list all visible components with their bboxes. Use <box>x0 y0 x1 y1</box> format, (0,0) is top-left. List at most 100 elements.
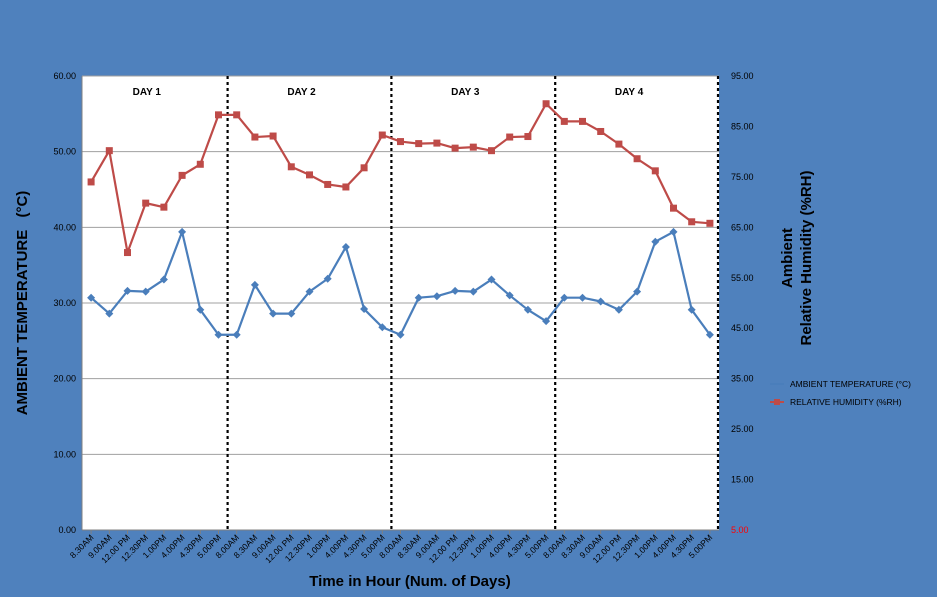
humidity-point <box>324 180 332 188</box>
right-tick-label: 45.00 <box>731 323 754 333</box>
temperature-point <box>250 280 259 289</box>
humidity-point <box>633 155 641 163</box>
legend-swatch-marker <box>774 399 780 405</box>
humidity-point <box>651 167 659 175</box>
right-y-axis: 5.00 15.00 25.00 35.00 45.00 55.00 65.00 75.00 8… <box>731 71 754 535</box>
humidity-point <box>160 203 168 211</box>
legend: AMBIENT TEMPERATURE (°C) RELATIVE HUMIDIT… <box>770 379 911 407</box>
temperature-point <box>178 227 187 236</box>
right-tick-label: 65.00 <box>731 222 754 232</box>
humidity-point <box>706 219 714 227</box>
day-label: DAY 1 <box>133 87 162 98</box>
humidity-point <box>105 147 113 155</box>
day-labels: DAY 1 DAY 2 DAY 3 DAY 4 <box>133 87 644 98</box>
right-tick-label: 35.00 <box>731 374 754 384</box>
humidity-point <box>360 164 368 172</box>
humidity-point <box>488 147 495 155</box>
temperature-point <box>432 292 441 301</box>
right-axis-title: Ambient Relative Humidity (%RH) <box>779 170 815 345</box>
temperature-point <box>214 330 223 339</box>
left-axis-title: AMBIENT TEMPERATURE (°C) <box>14 191 31 416</box>
temperature-point <box>542 317 551 326</box>
temperature-point <box>614 305 623 314</box>
temperature-point <box>396 330 405 339</box>
left-tick-label: 20.00 <box>53 374 76 384</box>
x-axis-title: Time in Hour (Num. of Days) <box>309 573 510 590</box>
humidity-point <box>378 131 386 139</box>
right-axis-title-line1: Ambient <box>779 228 796 288</box>
temperature-point <box>487 275 496 284</box>
day-dividers <box>226 76 720 530</box>
right-tick-label: 15.00 <box>731 475 754 485</box>
humidity-point <box>415 140 423 148</box>
humidity-point <box>433 139 441 147</box>
humidity-point <box>688 218 696 226</box>
humidity-point <box>269 132 277 140</box>
humidity-point <box>178 171 186 179</box>
right-axis-title-line2: Relative Humidity (%RH) <box>798 170 815 345</box>
humidity-point <box>87 178 95 186</box>
temperature-point <box>578 293 587 302</box>
humidity-point <box>397 138 404 146</box>
right-tick-label: 95.00 <box>731 71 754 81</box>
humidity-point <box>560 117 568 125</box>
temperature-point <box>669 227 678 236</box>
series <box>87 100 714 339</box>
left-tick-label: 40.00 <box>53 222 76 232</box>
temperature-point <box>232 330 241 339</box>
temperature-point <box>560 293 569 302</box>
right-tick-label: 75.00 <box>731 172 754 182</box>
temperature-point <box>305 287 314 296</box>
temperature-point <box>378 323 387 332</box>
humidity-point <box>306 171 313 179</box>
temperature-point <box>633 287 642 296</box>
humidity-point <box>287 163 295 171</box>
humidity-point <box>597 127 605 135</box>
humidity-point <box>524 133 532 141</box>
humidity-point <box>469 143 477 151</box>
temperature-point <box>105 309 114 318</box>
humidity-point <box>506 133 514 141</box>
humidity-point <box>251 133 259 141</box>
left-tick-label: 30.00 <box>53 298 76 308</box>
humidity-point <box>215 111 222 119</box>
day-label: DAY 2 <box>287 87 316 98</box>
right-tick-label: 85.00 <box>731 121 754 131</box>
day-label: DAY 3 <box>451 87 480 98</box>
temperature-point <box>196 305 205 314</box>
temperature-point <box>123 286 132 295</box>
temperature-point <box>159 275 168 284</box>
left-axis-title-unit: (°C) <box>14 191 31 218</box>
svg-text:AMBIENT TEMPERATURE (°C): AMBIENT TEMPERATURE (°C) <box>14 191 31 416</box>
temperature-point <box>687 305 696 314</box>
humidity-point <box>196 160 204 168</box>
humidity-point <box>542 100 550 108</box>
temperature-point <box>87 293 96 302</box>
humidity-point <box>124 249 131 257</box>
legend-entry: RELATIVE HUMIDITY (%RH) <box>790 397 902 407</box>
day-label: DAY 4 <box>615 87 644 98</box>
temperature-point <box>469 287 478 296</box>
temperature-point <box>451 286 460 295</box>
temperature-point <box>523 305 532 314</box>
temperature-point <box>269 309 278 318</box>
humidity-point <box>342 183 350 191</box>
humidity-point <box>670 204 677 212</box>
legend-entry: AMBIENT TEMPERATURE (°C) <box>790 379 911 389</box>
temperature-point <box>323 274 332 283</box>
temperature-point <box>505 291 514 300</box>
right-tick-label: 5.00 <box>731 525 749 535</box>
left-tick-label: 60.00 <box>53 71 76 81</box>
left-tick-label: 10.00 <box>53 449 76 459</box>
left-y-axis: 0.00 10.00 20.00 30.00 40.00 50.00 60.00 <box>53 71 76 535</box>
temperature-point <box>341 243 350 252</box>
right-tick-label: 55.00 <box>731 273 754 283</box>
humidity-point <box>233 111 241 119</box>
temperature-point <box>705 330 714 339</box>
left-tick-label: 50.00 <box>53 147 76 157</box>
temperature-point <box>414 293 423 302</box>
temperature-point <box>651 237 660 246</box>
temperature-point <box>596 297 605 306</box>
temperature-point <box>360 305 369 314</box>
